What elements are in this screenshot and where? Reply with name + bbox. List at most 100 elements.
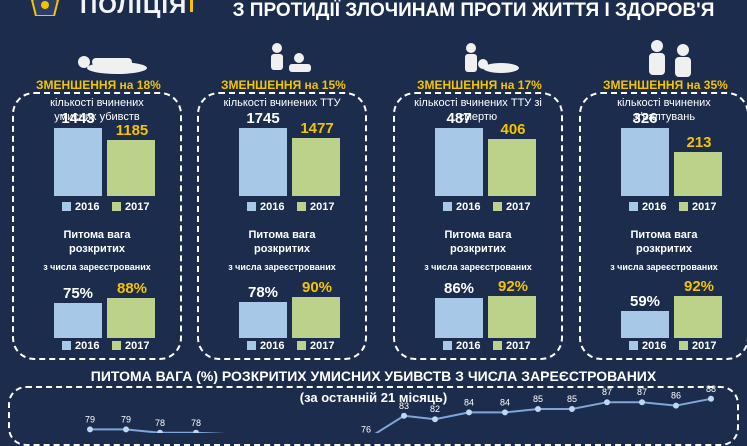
legend-swatch-2017 — [679, 341, 688, 350]
line-point — [466, 409, 472, 416]
line-point — [193, 429, 199, 433]
attacker-icon — [649, 40, 691, 77]
line-value-label: 88 — [706, 384, 716, 394]
legend-swatch-2017 — [297, 202, 306, 211]
line-value-label: 87 — [637, 387, 647, 397]
count-2016-label: 1745 — [246, 110, 280, 127]
rate-bar-2016 — [239, 302, 287, 338]
reduction-label: ЗМЕНШЕННЯ на 17% — [415, 78, 544, 92]
line-value-label: 83 — [399, 401, 409, 411]
line-value-label: 82 — [430, 404, 440, 414]
rate-bar-2016 — [54, 303, 102, 338]
reduction-label: ЗМЕНШЕННЯ на 15% — [219, 78, 348, 92]
victim-body-icon — [78, 56, 147, 74]
count-2017-label: 213 — [686, 134, 712, 151]
line-point — [123, 426, 129, 433]
line-value-label: 79 — [85, 414, 95, 424]
logo-divider — [190, 0, 193, 12]
legend-2017: 2017 — [112, 340, 149, 352]
rate-subtitle: з числа зареєстрованих — [610, 262, 718, 272]
rate-2016-label: 86% — [443, 280, 475, 297]
rate-2016-label: 75% — [62, 285, 94, 302]
legend-2016: 2016 — [443, 201, 480, 213]
count-2016-label: 1443 — [61, 110, 95, 127]
line-value-label: 86 — [671, 391, 681, 401]
line-value-label: 84 — [464, 397, 474, 407]
rate-title: Питома вага розкритих — [63, 229, 131, 255]
line-value-label: 78 — [191, 418, 201, 428]
line-value-label: 79 — [121, 414, 131, 424]
line-point — [535, 406, 541, 412]
legend-2017: 2017 — [112, 201, 149, 213]
legend-swatch-2016 — [443, 341, 452, 350]
line-value-label: 85 — [533, 394, 543, 404]
legend-2017: 2017 — [493, 201, 530, 213]
count-bar-2017 — [488, 139, 536, 196]
count-bar-2017 — [107, 140, 155, 196]
assault-icon — [271, 43, 311, 72]
count-bar-2016 — [54, 128, 102, 196]
rate-2017-label: 90% — [301, 279, 333, 296]
count-2017-label: 406 — [500, 121, 526, 138]
bottom-subtitle: (за останній 21 місяць) — [0, 390, 747, 405]
legend-2017: 2017 — [493, 340, 530, 352]
legend-2016: 2016 — [629, 340, 666, 352]
count-2017-label: 1477 — [300, 120, 334, 137]
rate-bar-2017 — [674, 296, 722, 338]
rate-title: Питома вага розкритих — [248, 229, 316, 255]
line-point — [604, 399, 610, 406]
legend-swatch-2016 — [629, 202, 638, 211]
line-point — [157, 429, 163, 433]
logo-text: ПОЛІЦІЯ — [80, 0, 188, 19]
line-value-label: 78 — [155, 418, 165, 428]
line-chart: 79 79 78 78 76 83 82 84 84 85 85 87 87 86 88 — [85, 384, 716, 433]
legend-2016: 2016 — [629, 201, 666, 213]
rate-title: Питома вага розкритих — [444, 229, 512, 255]
legend-swatch-2017 — [297, 341, 306, 350]
legend-swatch-2016 — [62, 341, 71, 350]
count-bar-2016 — [239, 128, 287, 196]
page-title: З ПРОТИДІЇ ЗЛОЧИНАМ ПРОТИ ЖИТТЯ І ЗДОРОВ… — [232, 0, 715, 21]
line-point — [639, 399, 645, 406]
rate-bar-2017 — [292, 297, 340, 338]
rate-subtitle: з числа зареєстрованих — [43, 262, 151, 272]
panel-description: кількості вчинених зґвалтувань — [617, 97, 711, 123]
legend-swatch-2016 — [247, 202, 256, 211]
rate-2017-label: 88% — [116, 280, 148, 297]
legend-2016: 2016 — [443, 340, 480, 352]
legend-swatch-2017 — [493, 202, 502, 211]
rate-2016-label: 78% — [247, 284, 279, 301]
legend-2016: 2016 — [62, 340, 99, 352]
legend-2017: 2017 — [297, 201, 334, 213]
legend-2016: 2016 — [247, 201, 284, 213]
rate-2017-label: 92% — [683, 278, 715, 295]
legend-swatch-2016 — [443, 202, 452, 211]
count-2017-label: 1185 — [115, 122, 149, 139]
rate-bar-2016 — [435, 298, 483, 338]
line-value-label: 76 — [361, 425, 371, 433]
legend-2017: 2017 — [679, 340, 716, 352]
panel-frame — [393, 92, 563, 360]
legend-swatch-2017 — [112, 341, 121, 350]
panel-description: кількості вчинених ТТУ зі смертю — [414, 97, 542, 123]
count-bar-2016 — [435, 128, 483, 196]
panel-description: кількості вчинених ТТУ — [223, 97, 341, 109]
panel-frame — [579, 92, 747, 360]
rate-subtitle: з числа зареєстрованих — [424, 262, 532, 272]
count-bar-2017 — [674, 152, 722, 196]
rate-subtitle: з числа зареєстрованих — [228, 262, 336, 272]
panel-frame — [12, 92, 182, 360]
police-emblem-icon — [30, 0, 60, 16]
line-point — [569, 406, 575, 412]
rate-bar-2017 — [488, 296, 536, 338]
legend-swatch-2016 — [629, 341, 638, 350]
rate-bar-2017 — [107, 298, 155, 338]
rate-2017-label: 92% — [497, 278, 529, 295]
line-value-label: 87 — [602, 387, 612, 397]
fatal-assault-icon — [465, 43, 519, 73]
panel-frame — [197, 92, 367, 360]
legend-swatch-2017 — [679, 202, 688, 211]
rate-2016-label: 59% — [629, 293, 661, 310]
legend-swatch-2017 — [112, 202, 121, 211]
line-point — [401, 412, 407, 419]
